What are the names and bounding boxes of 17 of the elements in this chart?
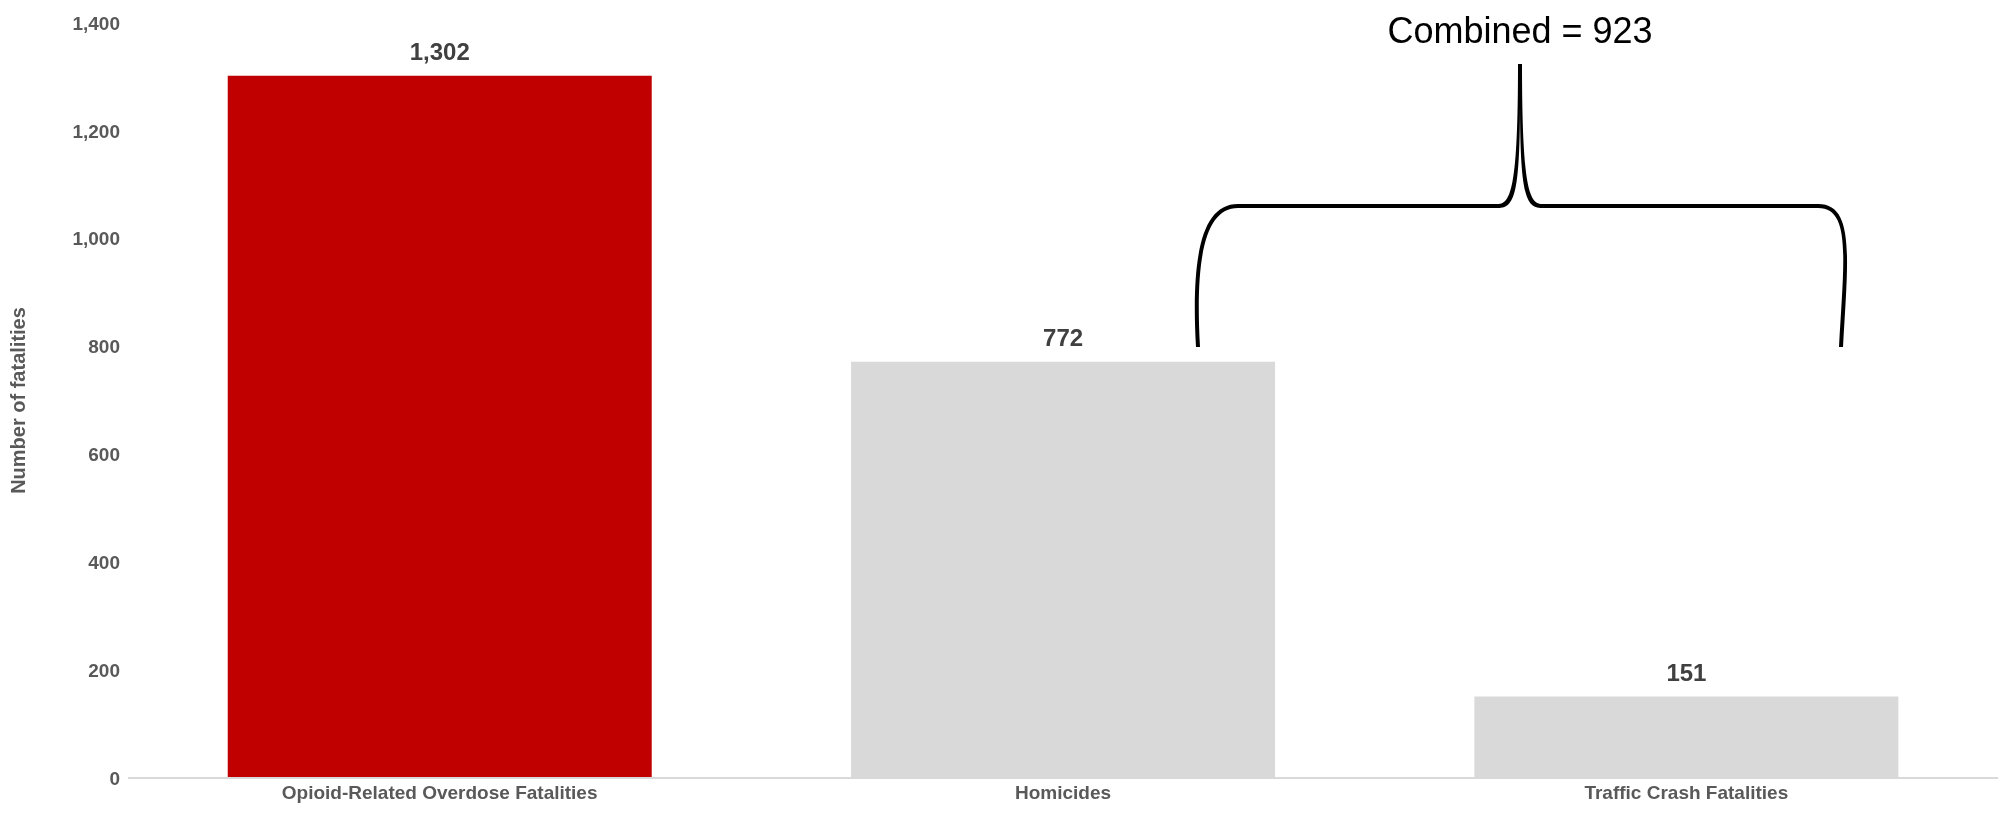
y-tick-label: 600	[88, 444, 120, 466]
bar	[227, 75, 652, 778]
y-tick-label: 400	[88, 552, 120, 574]
y-tick-label: 0	[109, 767, 120, 789]
data-label: 151	[1666, 658, 1707, 686]
y-axis-title: Number of fatalities	[7, 307, 30, 494]
annotation: Combined = 923	[1386, 10, 1654, 52]
x-tick-label: Opioid-Related Overdose Fatalities	[281, 782, 598, 804]
y-tick-label: 1,000	[72, 228, 120, 250]
y-tick-label: 1,400	[72, 12, 120, 34]
y-tick-label: 1,200	[72, 120, 120, 142]
data-label: 1,302	[409, 37, 470, 65]
y-tick-label: 800	[88, 336, 120, 358]
data-label: 772	[1043, 323, 1084, 351]
x-tick-label: Homicides	[1014, 782, 1112, 804]
x-tick-label: Traffic Crash Fatalities	[1584, 782, 1789, 804]
y-tick-label: 200	[88, 659, 120, 681]
